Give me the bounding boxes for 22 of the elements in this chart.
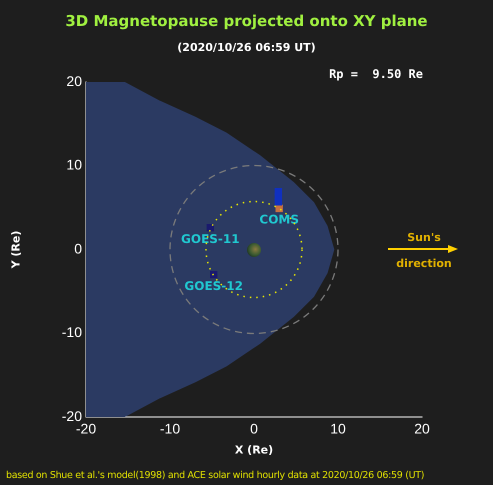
point	[274, 188, 282, 196]
point	[206, 224, 214, 232]
annotation: Sun's direction	[395, 230, 453, 272]
y-tick-label: 20	[66, 72, 82, 89]
text: based on Shue et al.'s model(1998) and ACE solar wind hourly data at 2020/10/26 06:59 (UT)	[6, 470, 424, 481]
x-tick-label: -10	[160, 420, 180, 436]
y-tick-label: 0	[74, 240, 82, 256]
x-tick-label: 10	[330, 420, 346, 436]
y-tick-label: 10	[66, 156, 82, 173]
point	[210, 270, 218, 278]
series-label: GOES-11	[181, 232, 240, 246]
x-tick-label: 20	[414, 420, 430, 436]
text: Rp = 9.50 Re	[329, 67, 423, 81]
chart-subtitle: (2020/10/26 06:59 UT)	[176, 41, 317, 54]
y-tick-label: -10	[62, 324, 82, 340]
series-label: COMS	[259, 212, 299, 227]
y-tick-label: -20	[62, 408, 82, 424]
y-axis-title: Y (Re)	[9, 230, 22, 270]
chart-title: 3D Magnetopause projected onto XY plane	[64, 12, 429, 30]
x-tick-label: 0	[250, 420, 258, 436]
x-axis-title: X (Re)	[234, 443, 274, 456]
series-label: GOES-12	[184, 278, 243, 293]
